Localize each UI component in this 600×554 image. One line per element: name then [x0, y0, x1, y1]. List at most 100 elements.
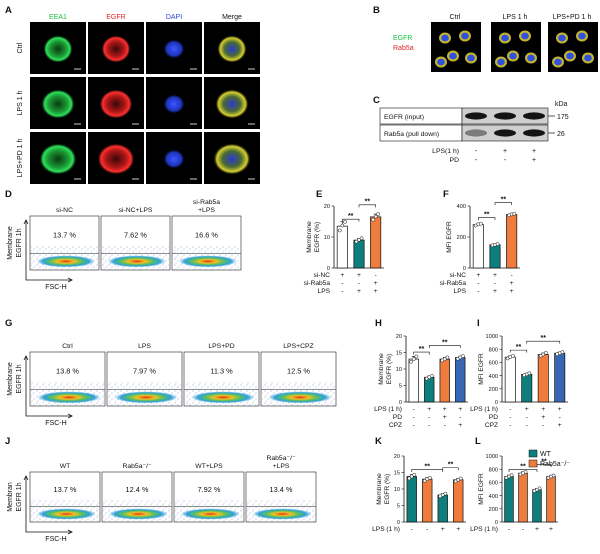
data-point — [495, 242, 500, 246]
sig-star: ** — [448, 462, 454, 469]
y-tick-label: 1000 — [486, 454, 498, 460]
cond-sign: + — [558, 422, 562, 429]
flow-title: LPS+PD — [208, 343, 234, 350]
cond-sign: + — [558, 406, 562, 413]
flow-ylabel: Membrane — [7, 226, 14, 260]
cell-signal — [163, 149, 185, 169]
y-tick-label: 10 — [396, 367, 402, 373]
flow-arrowhead-x — [67, 277, 73, 283]
flow-axis-arrow — [25, 476, 72, 533]
y-tick-label: 200 — [489, 507, 498, 513]
cond-sign: - — [375, 272, 377, 279]
flow-title: LPS+CPZ — [283, 343, 313, 350]
cond-sign: - — [526, 422, 528, 429]
cond-sign: + — [535, 526, 539, 533]
cell-nucleus — [467, 54, 475, 62]
a-micrograph — [88, 132, 144, 184]
cell-nucleus — [437, 58, 445, 66]
cond-sign: + — [443, 414, 447, 421]
bar-f-1 — [489, 244, 501, 269]
cond-sign: + — [549, 526, 553, 533]
y-tick-label: 20 — [324, 204, 330, 210]
flow-plot: LPS+PD 11.3 % — [183, 343, 260, 407]
sig-bracket — [478, 217, 496, 221]
flow-density — [36, 255, 95, 268]
sig-star: ** — [501, 196, 507, 203]
y-tick-label: 20 — [394, 454, 400, 460]
data-point — [409, 359, 413, 364]
flow-percent: 7.62 % — [124, 231, 147, 240]
cond-sign: - — [559, 414, 561, 421]
bar-h-1 — [424, 376, 435, 403]
a-micrograph — [204, 132, 260, 184]
cell-signal — [97, 143, 135, 175]
panel-d: si-NC 13.7 % si-NC+LPS 7.62 % si-Rab5a+LPS 16… — [7, 199, 242, 291]
panel-letter-L: L — [475, 436, 481, 447]
cond-sign: + — [541, 414, 545, 421]
bar-h-0 — [408, 358, 419, 403]
y-tick-label: 0 — [495, 400, 498, 406]
y-label: Membrane — [306, 221, 313, 253]
flow-title: si-Rab5a — [193, 199, 220, 206]
cell-signal — [163, 94, 185, 114]
sig-star: ** — [425, 463, 431, 470]
sig-bracket — [526, 340, 561, 344]
data-point — [509, 473, 514, 477]
data-point — [537, 486, 542, 491]
data-point — [512, 211, 517, 216]
bar-k-2 — [437, 494, 448, 523]
c-cond-sign: - — [475, 157, 478, 164]
a-micrograph — [88, 22, 144, 74]
y-tick-label: 20 — [396, 334, 402, 340]
cond-label: LPS — [454, 288, 467, 295]
cell-signal — [217, 35, 247, 63]
data-point — [414, 354, 419, 359]
flow-percent: 13.8 % — [56, 367, 79, 376]
cond-sign: - — [494, 280, 496, 287]
cond-sign: + — [525, 406, 529, 413]
flow-arrowhead-y — [23, 355, 29, 361]
b-col-label: Ctrl — [450, 14, 461, 21]
sig-star: ** — [442, 339, 448, 346]
cond-sign: - — [428, 414, 430, 421]
c-band — [465, 129, 487, 137]
bar-k-3 — [453, 479, 464, 523]
panel-g: Ctrl 13.8 % LPS 7.97 % LPS+PD 11.3 % LPS+CPZ 12… — [7, 343, 337, 427]
y-tick-label: 0 — [495, 520, 498, 526]
y-label: EGFR (%) — [384, 474, 391, 504]
bar-k-0 — [406, 476, 417, 523]
cond-label: LPS (1 h) — [374, 406, 402, 413]
flow-xlabel: FSC-H — [45, 284, 66, 291]
cond-sign: - — [411, 526, 413, 533]
bar-f-0 — [472, 224, 484, 269]
cond-sign: - — [459, 414, 461, 421]
c-band — [465, 112, 487, 120]
a-row-label: LPS 1 h — [17, 90, 24, 115]
cond-sign: + — [456, 526, 460, 533]
flow-plot: WT+LPS 7.92 % — [173, 463, 245, 523]
flow-density — [37, 508, 96, 520]
data-point — [479, 221, 483, 226]
flow-plot: Ctrl 13.8 % — [29, 343, 106, 407]
data-point — [560, 350, 565, 355]
flow-ylabel: Membran — [7, 482, 14, 512]
flow-title: WT+LPS — [195, 463, 223, 470]
a-micrograph — [30, 77, 86, 129]
flow-ylabel: EGFR 1h — [16, 482, 23, 511]
y-tick-label: 400 — [457, 204, 466, 210]
y-tick-label: 5 — [399, 384, 402, 390]
cond-sign: - — [428, 422, 430, 429]
cond-sign: - — [341, 288, 343, 295]
flow-percent: 12.4 % — [125, 485, 148, 494]
y-label: EGFR (%) — [386, 354, 393, 384]
a-col-dapi: DAPI — [166, 14, 182, 21]
panel-c: kDa EGFR (input) 175 Rab5a (pull down) 26 LPS… — [379, 101, 569, 164]
flow-plot: Rab5a⁻/⁻+LPS 13.4 % — [245, 455, 317, 523]
flow-title: Ctrl — [62, 343, 73, 350]
b-stain-rab5a: Rab5a — [393, 45, 414, 52]
cell-nucleus — [497, 58, 505, 66]
y-tick-label: 15 — [394, 471, 400, 477]
flow-density — [108, 508, 168, 520]
chart-k: 0 5 10 15 20 ** ** Membrane EGFR (%) LPS (1 h) - - +… — [372, 454, 466, 533]
cond-sign: + — [443, 406, 447, 413]
